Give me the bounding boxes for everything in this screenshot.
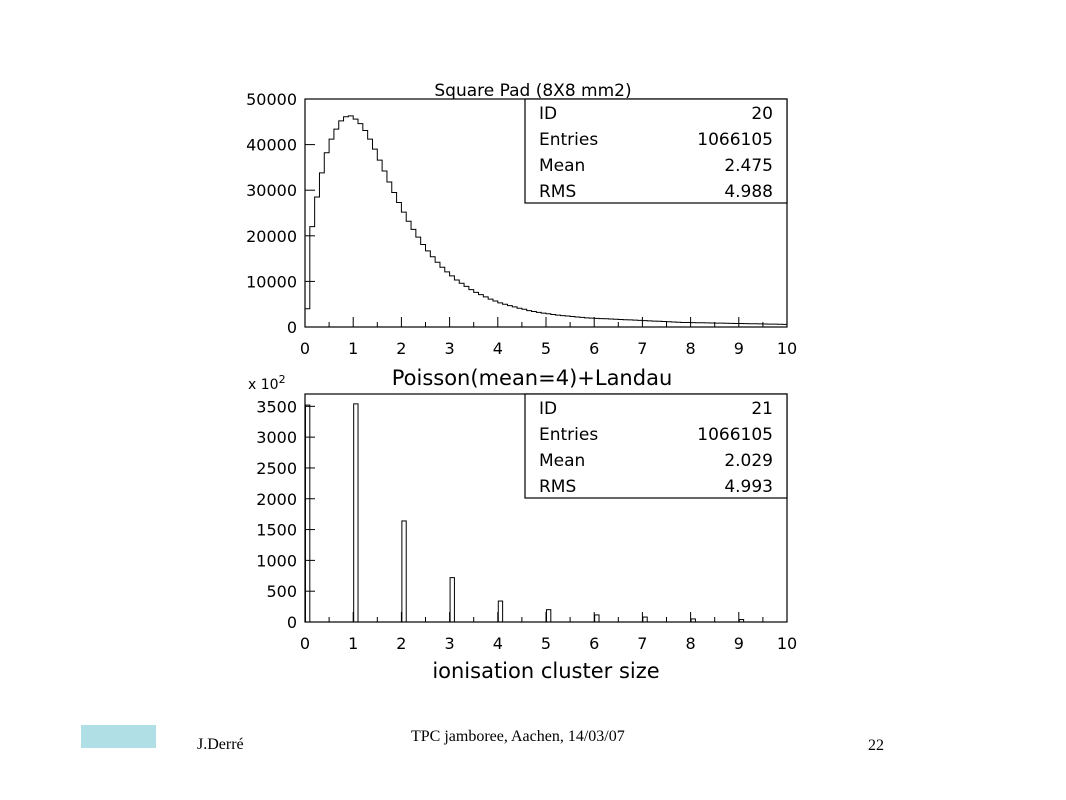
footer-page-number: 22 <box>868 737 884 754</box>
top-stat-value: 1066105 <box>697 130 773 150</box>
bottom-stat-label: RMS <box>539 477 576 497</box>
footer-event: TPC jamboree, Aachen, 14/03/07 <box>411 728 625 745</box>
top-stats-box: ID 20 Entries 1066105 Mean 2.475 RMS 4.988 <box>524 98 788 204</box>
top-x-tick-label: 6 <box>589 339 599 358</box>
bottom-histogram-bar <box>690 618 696 623</box>
bottom-y-axis: 0 500 1000 1500 2000 2500 3000 3500 <box>256 397 315 632</box>
bottom-y-tick-label: 500 <box>266 582 297 601</box>
top-x-axis: 0 1 2 3 4 5 6 7 8 9 10 <box>300 317 797 358</box>
bottom-histogram-bar <box>353 403 359 623</box>
top-chart-title: Square Pad (8X8 mm2) <box>434 81 631 101</box>
top-x-tick-label: 5 <box>541 339 551 358</box>
bottom-x-tick-label: 5 <box>541 634 551 653</box>
scale-factor-label: x 102 <box>248 373 286 393</box>
bottom-x-tick-label: 6 <box>589 634 599 653</box>
bottom-y-tick-label: 0 <box>287 613 297 632</box>
scale-factor-base: x 10 <box>248 377 279 393</box>
bottom-stat-value: 2.029 <box>724 451 773 471</box>
bottom-x-axis-label: ionisation cluster size <box>432 659 659 683</box>
bottom-y-tick-label: 3000 <box>256 428 297 447</box>
top-x-tick-label: 10 <box>777 339 797 358</box>
bottom-histogram-bar <box>497 600 504 623</box>
top-x-tick-label: 2 <box>396 339 406 358</box>
bottom-y-tick-label: 1000 <box>256 551 297 570</box>
top-histogram-outline <box>304 115 787 327</box>
bottom-y-tick-label: 1500 <box>256 521 297 540</box>
bottom-histogram-bar <box>594 614 600 623</box>
bottom-histogram-bar <box>545 609 552 623</box>
bottom-y-tick-label: 3500 <box>256 397 297 416</box>
bottom-x-tick-label: 3 <box>445 634 455 653</box>
top-x-tick-label: 3 <box>445 339 455 358</box>
bottom-y-tick-label: 2000 <box>256 490 297 509</box>
top-stat-value: 4.988 <box>724 182 773 202</box>
top-y-tick-label: 40000 <box>246 136 297 155</box>
bottom-stat-label: ID <box>539 399 557 419</box>
footer-color-block <box>81 725 156 748</box>
top-y-tick-label: 10000 <box>246 272 297 291</box>
top-x-tick-label: 9 <box>734 339 744 358</box>
bottom-stats-box: ID 21 Entries 1066105 Mean 2.029 RMS 4.993 <box>524 393 788 499</box>
bottom-y-tick-label: 2500 <box>256 459 297 478</box>
top-x-tick-label: 7 <box>637 339 647 358</box>
top-x-tick-label: 8 <box>686 339 696 358</box>
bottom-x-tick-label: 0 <box>300 634 310 653</box>
bottom-histogram-bar <box>642 616 648 623</box>
bottom-stat-value: 1066105 <box>697 425 773 445</box>
top-stat-value: 2.475 <box>724 156 773 176</box>
top-y-axis: 0 10000 20000 30000 40000 50000 <box>246 90 315 337</box>
top-y-tick-label: 20000 <box>246 227 297 246</box>
bottom-x-tick-label: 4 <box>493 634 503 653</box>
bottom-histogram-bars <box>304 403 745 623</box>
bottom-histogram-bar <box>738 619 745 623</box>
bottom-stat-value: 21 <box>751 399 773 419</box>
top-stat-label: ID <box>539 104 557 124</box>
histogram-figure: Square Pad (8X8 mm2) 0100002000030000400… <box>246 81 797 683</box>
bottom-x-tick-label: 10 <box>777 634 797 653</box>
bottom-stat-value: 4.993 <box>724 477 773 497</box>
bottom-x-tick-label: 2 <box>396 634 406 653</box>
top-stat-label: RMS <box>539 182 576 202</box>
top-y-tick-label: 30000 <box>246 181 297 200</box>
bottom-histogram-bar <box>401 520 407 623</box>
footer-author: J.Derré <box>197 736 244 753</box>
bottom-histogram-bar <box>449 577 455 623</box>
bottom-x-tick-label: 7 <box>637 634 647 653</box>
top-y-tick-label: 50000 <box>246 90 297 109</box>
bottom-histogram: Poisson(mean=4)+Landau x 102 05001000150… <box>248 366 797 683</box>
top-x-tick-label: 1 <box>348 339 358 358</box>
bottom-x-tick-label: 1 <box>348 634 358 653</box>
top-x-tick-label: 0 <box>300 339 310 358</box>
bottom-stat-label: Entries <box>539 425 598 445</box>
top-stat-value: 20 <box>751 104 773 124</box>
bottom-x-tick-label: 9 <box>734 634 744 653</box>
top-stat-label: Entries <box>539 130 598 150</box>
bottom-chart-title: Poisson(mean=4)+Landau <box>392 366 673 390</box>
top-y-tick-label: 0 <box>287 318 297 337</box>
top-histogram: Square Pad (8X8 mm2) 0100002000030000400… <box>246 81 797 358</box>
bottom-x-axis: 0 1 2 3 4 5 6 7 8 9 10 <box>300 612 797 653</box>
top-stat-label: Mean <box>539 156 585 176</box>
bottom-x-tick-label: 8 <box>686 634 696 653</box>
top-x-tick-label: 4 <box>493 339 503 358</box>
scale-factor-exponent: 2 <box>279 373 286 386</box>
bottom-stat-label: Mean <box>539 451 585 471</box>
